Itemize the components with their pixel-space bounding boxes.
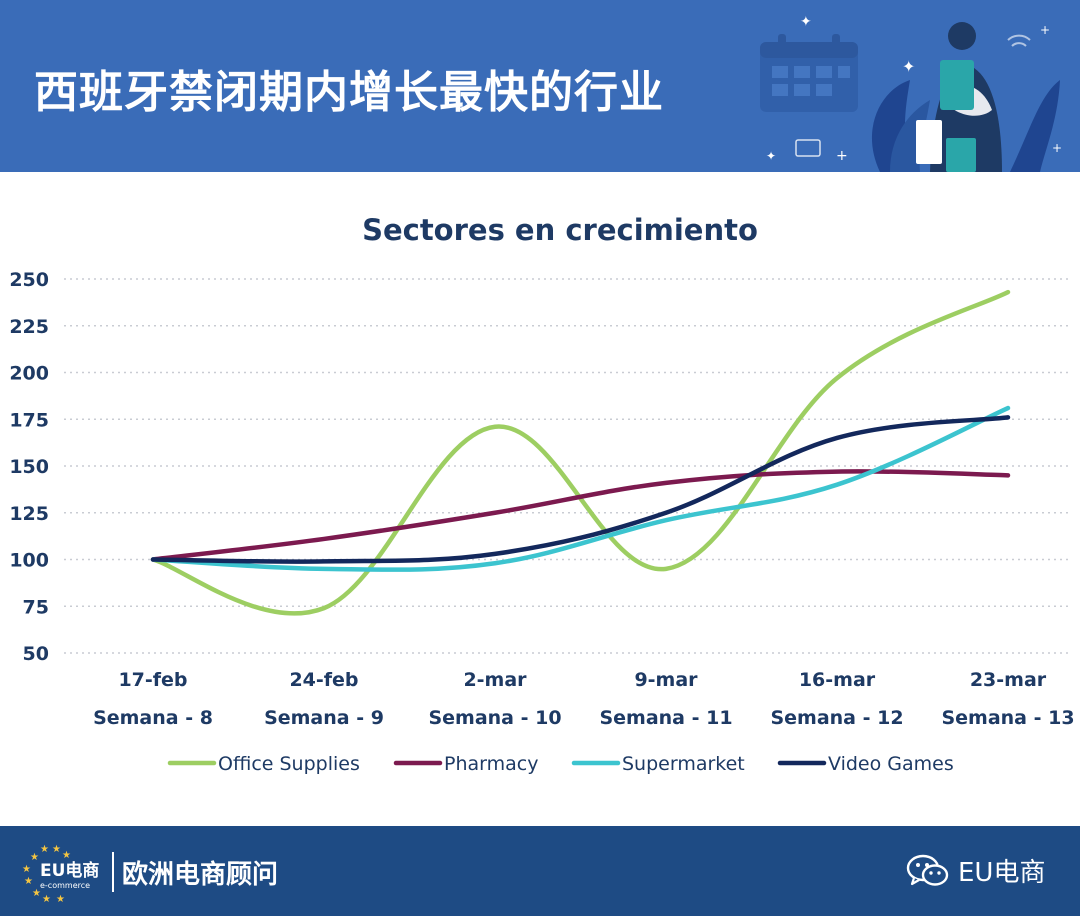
x-tick-week-label: Semana - 10 bbox=[428, 707, 561, 729]
y-tick-label: 125 bbox=[9, 503, 49, 525]
y-tick-label: 100 bbox=[9, 550, 49, 572]
header-banner: 西班牙禁闭期内增长最快的行业 ✦ ✦ + + ✦ bbox=[0, 0, 1080, 172]
series-line-office-supplies bbox=[150, 289, 1011, 616]
y-tick-label: 75 bbox=[23, 596, 49, 618]
y-tick-label: 225 bbox=[9, 316, 49, 338]
logo-text: EU电商 bbox=[40, 860, 99, 881]
x-tick-week-label: Semana - 13 bbox=[941, 707, 1074, 729]
svg-text:★: ★ bbox=[40, 844, 49, 855]
x-tick-label: 16-mar bbox=[799, 669, 876, 691]
legend: Office Supplies Pharmacy Supermarket Video … bbox=[167, 753, 954, 775]
wechat-account-name: EU电商 bbox=[958, 858, 1046, 888]
x-tick-label: 23-mar bbox=[970, 669, 1047, 691]
calendar-icon bbox=[760, 34, 858, 112]
x-tick-label: 9-mar bbox=[634, 669, 698, 691]
svg-text:+: + bbox=[836, 148, 848, 164]
svg-text:+: + bbox=[1040, 23, 1050, 37]
line-chart: Sectores en crecimiento 50 75 100 125 150 175… bbox=[9, 213, 1074, 775]
svg-text:★: ★ bbox=[24, 876, 33, 887]
x-tick-label: 2-mar bbox=[463, 669, 527, 691]
series-line-video-games bbox=[150, 415, 1011, 564]
svg-text:★: ★ bbox=[42, 894, 51, 904]
y-tick-label: 250 bbox=[9, 269, 49, 291]
series-line-supermarket bbox=[150, 405, 1011, 572]
legend-label-office-supplies: Office Supplies bbox=[218, 753, 360, 775]
svg-text:✦: ✦ bbox=[902, 57, 915, 76]
shopping-illustration-icon: ✦ ✦ + + ✦ + bbox=[760, 14, 1062, 172]
series-lines bbox=[150, 289, 1011, 616]
y-tick-label: 175 bbox=[9, 409, 49, 431]
legend-label-video-games: Video Games bbox=[828, 753, 954, 775]
wechat-icon bbox=[906, 854, 949, 886]
y-tick-label: 150 bbox=[9, 456, 49, 478]
grid-lines bbox=[64, 278, 1070, 654]
y-tick-label: 200 bbox=[9, 363, 49, 385]
x-tick-week-label: Semana - 8 bbox=[93, 707, 213, 729]
svg-text:★: ★ bbox=[30, 852, 39, 863]
legend-label-supermarket: Supermarket bbox=[622, 753, 745, 775]
logo-subtext: e-commerce bbox=[40, 881, 90, 890]
x-tick-label: 17-feb bbox=[118, 669, 187, 691]
chart-title: Sectores en crecimiento bbox=[362, 213, 758, 247]
x-tick-week-label: Semana - 9 bbox=[264, 707, 384, 729]
x-tick-week-label: Semana - 11 bbox=[599, 707, 732, 729]
x-tick-week-label: Semana - 12 bbox=[770, 707, 903, 729]
svg-text:✦: ✦ bbox=[800, 14, 812, 30]
svg-text:✦: ✦ bbox=[766, 149, 776, 163]
footer-bar: ★ ★ ★ ★ ★ ★ ★ ★ ★ EU电商 e-commerce 欧洲电商顾问 EU电商 bbox=[0, 826, 1080, 916]
x-axis-ticks: 17-feb Semana - 8 24-feb Semana - 9 2-mar Sem… bbox=[93, 669, 1074, 729]
y-axis-ticks: 50 75 100 125 150 175 200 225 250 bbox=[9, 269, 49, 665]
footer-divider bbox=[112, 852, 114, 892]
svg-text:★: ★ bbox=[56, 894, 65, 904]
legend-label-pharmacy: Pharmacy bbox=[444, 753, 538, 775]
x-tick-label: 24-feb bbox=[289, 669, 358, 691]
eu-stars-icon: ★★★ ★★★ ★★★ bbox=[22, 844, 71, 904]
svg-text:★: ★ bbox=[32, 888, 41, 899]
page-title: 西班牙禁闭期内增长最快的行业 bbox=[34, 67, 664, 118]
eu-ecommerce-logo: ★★★ ★★★ ★★★ EU电商 e-commerce bbox=[22, 844, 99, 904]
wechat-account[interactable]: EU电商 bbox=[906, 852, 1045, 889]
svg-text:★: ★ bbox=[52, 844, 61, 855]
organization-name: 欧洲电商顾问 bbox=[122, 860, 279, 890]
svg-text:★: ★ bbox=[22, 864, 31, 875]
svg-text:★: ★ bbox=[62, 850, 71, 861]
chart-area: Sectores en crecimiento 50 75 100 125 150 175… bbox=[0, 172, 1080, 826]
svg-text:+: + bbox=[1052, 141, 1062, 155]
y-tick-label: 50 bbox=[23, 643, 49, 665]
series-line-pharmacy bbox=[150, 469, 1011, 562]
